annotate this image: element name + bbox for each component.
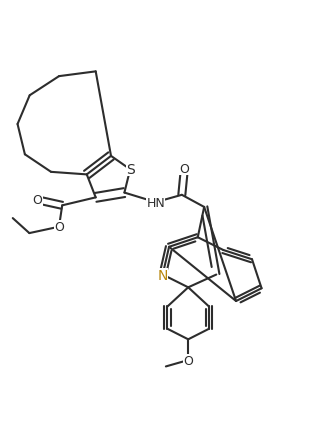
Text: O: O [33,194,42,207]
Text: O: O [183,354,193,367]
Text: O: O [54,221,64,233]
Text: HN: HN [146,196,165,209]
Text: S: S [126,163,135,177]
Text: O: O [180,163,189,176]
Text: N: N [158,268,168,282]
